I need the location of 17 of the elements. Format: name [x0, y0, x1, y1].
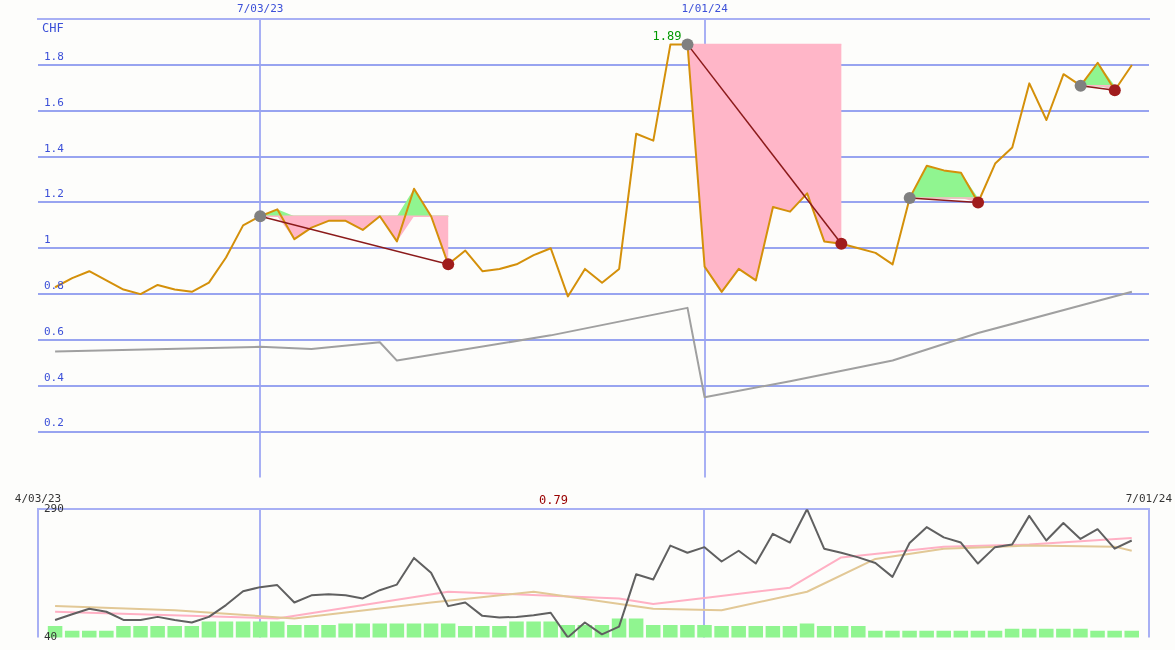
x-tick-label: 1/01/24 — [681, 2, 729, 16]
y-tick-label: 0.4 — [44, 370, 65, 384]
y-tick-label: 290 — [44, 502, 64, 516]
y-tick-label: 0.6 — [44, 324, 64, 338]
y-tick-label: 1 — [44, 233, 51, 247]
text: 0.79 — [538, 493, 568, 508]
y-tick-label: 1.2 — [44, 187, 64, 201]
y-axis-title: CHF — [42, 21, 64, 36]
y-tick-label: 1.8 — [44, 49, 64, 63]
y-tick-label: 0.2 — [44, 416, 64, 430]
x-tick-label: 7/03/23 — [237, 2, 284, 16]
x-tick-label: 7/01/24 — [1125, 492, 1173, 506]
y-tick-label: 40 — [44, 630, 58, 644]
y-tick-label: 1.4 — [44, 141, 65, 155]
annotation: 1.89 — [652, 28, 682, 43]
y-tick-label: 0.8 — [44, 278, 64, 292]
y-tick-label: 1.6 — [44, 95, 64, 109]
